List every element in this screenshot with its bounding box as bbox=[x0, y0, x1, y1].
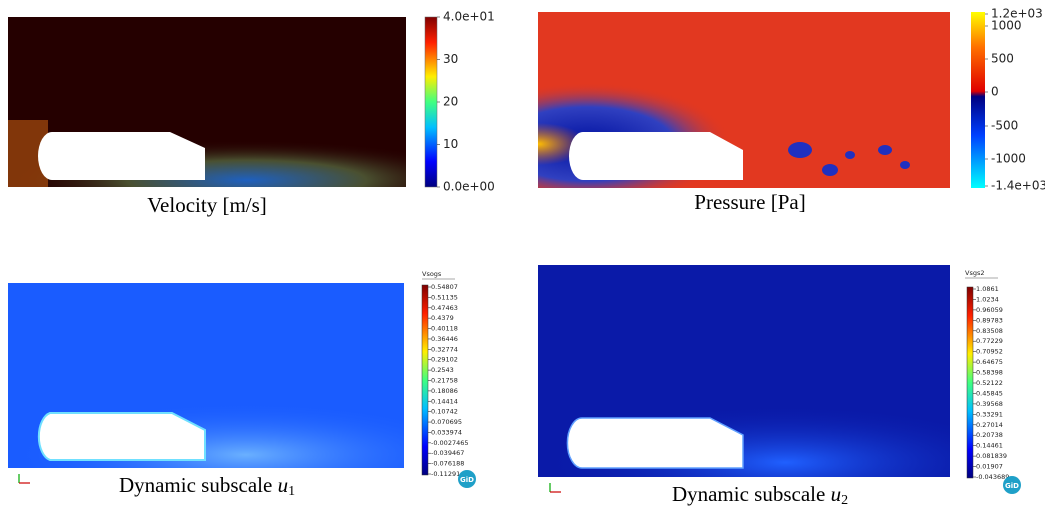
colorbar-label: 0.21758 bbox=[431, 377, 458, 385]
field-pressure bbox=[538, 12, 950, 188]
colorbar-label: 0.29102 bbox=[431, 356, 458, 364]
colorbar-label: 1000 bbox=[991, 19, 1022, 33]
colorbar-label: 0.54807 bbox=[431, 283, 458, 291]
colorbar-label: 0 bbox=[991, 85, 999, 99]
colorbar-label: 0.2543 bbox=[431, 366, 454, 374]
colorbar-label: 0.40118 bbox=[431, 325, 458, 333]
caption: Dynamic subscale u1 bbox=[119, 473, 295, 499]
colorbar-label: 0.51135 bbox=[431, 293, 458, 301]
colorbar-label: 1.0861 bbox=[976, 285, 999, 293]
colorbar-label: 10 bbox=[443, 137, 458, 151]
colorbar-label: -0.11291 bbox=[431, 470, 460, 478]
caption-text: Dynamic subscale bbox=[119, 473, 272, 497]
caption: Dynamic subscale u2 bbox=[672, 482, 848, 508]
colorbar-label: 0.081839 bbox=[976, 452, 1007, 460]
colorbar-label: 0.58398 bbox=[976, 369, 1003, 377]
colorbar-label: 0.14414 bbox=[431, 397, 458, 405]
caption-subscript: 1 bbox=[288, 484, 295, 499]
colorbar-label: 0.36446 bbox=[431, 335, 458, 343]
field-subscale-u1 bbox=[8, 283, 404, 468]
colorbar-label: 500 bbox=[991, 52, 1014, 66]
colorbar-label: 0.70952 bbox=[976, 348, 1003, 356]
colorbar-label: 20 bbox=[443, 95, 458, 109]
colorbar-title: Vsgs2 bbox=[965, 269, 984, 277]
colorbar-label: 0.47463 bbox=[431, 304, 458, 312]
colorbar-label: 0.20738 bbox=[976, 431, 1003, 439]
colorbar-label: 0.10742 bbox=[431, 408, 458, 416]
caption-subscript: 2 bbox=[841, 493, 848, 508]
colorbar-label: 4.0e+01 bbox=[443, 10, 495, 24]
logo-text: GiD bbox=[460, 476, 474, 484]
colorbar-label: 0.27014 bbox=[976, 421, 1003, 429]
colorbar-label: 0.45845 bbox=[976, 389, 1003, 397]
caption-text: Dynamic subscale bbox=[672, 482, 825, 506]
field-subscale-u2 bbox=[538, 265, 950, 477]
colorbar-label: 0.4379 bbox=[431, 314, 454, 322]
caption-text: Velocity [m/s] bbox=[147, 193, 267, 217]
colorbar-label: 0.64675 bbox=[976, 358, 1003, 366]
colorbar-label: 0.96059 bbox=[976, 306, 1003, 314]
colorbar-label: -500 bbox=[991, 119, 1018, 133]
colorbar-label: 0.033974 bbox=[431, 428, 462, 436]
colorbar-label: -1.4e+03 bbox=[991, 179, 1045, 193]
colorbar-label: -0.043689 bbox=[976, 473, 1009, 481]
caption: Pressure [Pa] bbox=[694, 190, 805, 214]
caption-variable: u bbox=[831, 482, 842, 506]
colorbar-label: 0.39568 bbox=[976, 400, 1003, 408]
colorbar-label: 1.0234 bbox=[976, 295, 999, 303]
figure: 4.0e+013020100.0e+00Velocity [m/s]1.2e+0… bbox=[0, 0, 1045, 512]
colorbar-title: Vsogs bbox=[422, 270, 442, 278]
colorbar-label: 0.52122 bbox=[976, 379, 1003, 387]
colorbar-label: 0.18086 bbox=[431, 387, 458, 395]
colorbar-label: -1000 bbox=[991, 152, 1026, 166]
colorbar-label: 0.14461 bbox=[976, 442, 1003, 450]
caption-text: Pressure [Pa] bbox=[694, 190, 805, 214]
colorbar-label: -0.0027465 bbox=[431, 439, 469, 447]
colorbar-label: -0.076188 bbox=[431, 460, 464, 468]
colorbar-label: 0.89783 bbox=[976, 316, 1003, 324]
colorbar-label: 30 bbox=[443, 52, 458, 66]
colorbar-label: 0.32774 bbox=[431, 345, 458, 353]
colorbar-label: 0.070695 bbox=[431, 418, 462, 426]
caption: Velocity [m/s] bbox=[147, 193, 267, 217]
colorbar-label: 0.83508 bbox=[976, 327, 1003, 335]
colorbar-label: -0.039467 bbox=[431, 449, 464, 457]
colorbar-label: 0.01907 bbox=[976, 463, 1003, 471]
colorbar-label: 0.77229 bbox=[976, 337, 1003, 345]
logo-text: GiD bbox=[1005, 482, 1019, 490]
caption-variable: u bbox=[278, 473, 289, 497]
colorbar-label: 0.0e+00 bbox=[443, 180, 495, 194]
colorbar-label: 0.33291 bbox=[976, 410, 1003, 418]
field-velocity bbox=[8, 17, 406, 187]
